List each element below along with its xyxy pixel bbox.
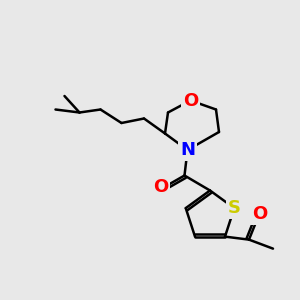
- Text: O: O: [183, 92, 198, 110]
- Text: S: S: [228, 199, 241, 217]
- Text: N: N: [180, 141, 195, 159]
- Text: O: O: [153, 178, 168, 196]
- Text: O: O: [252, 205, 267, 223]
